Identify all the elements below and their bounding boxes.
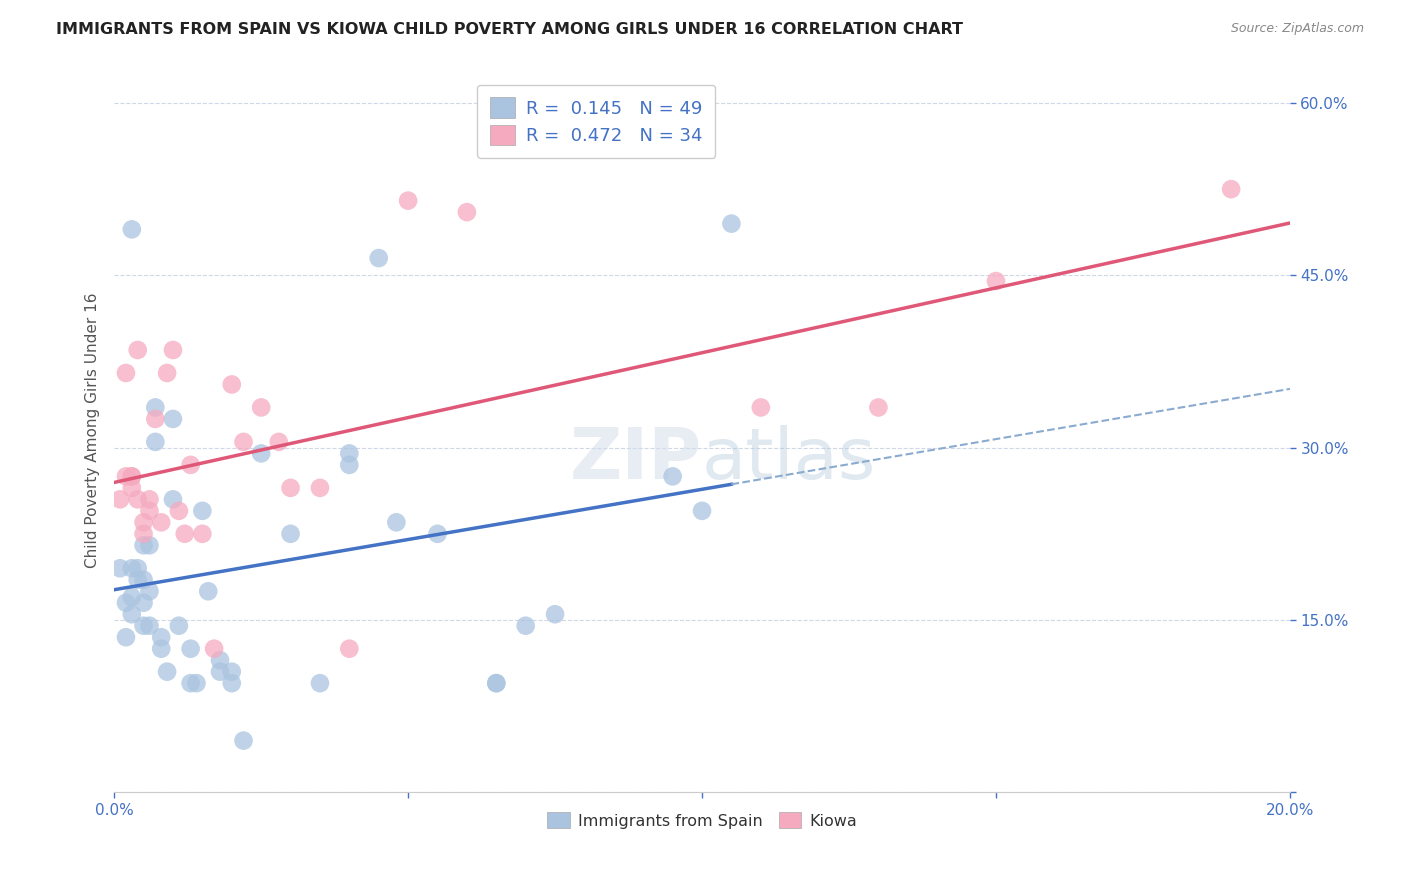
Point — [191, 504, 214, 518]
Point — [121, 590, 143, 604]
Point — [661, 469, 683, 483]
Point — [162, 492, 184, 507]
Point — [127, 573, 149, 587]
Point — [156, 366, 179, 380]
Point — [309, 481, 332, 495]
Point — [167, 504, 190, 518]
Point — [456, 205, 478, 219]
Text: ZIP: ZIP — [569, 425, 702, 494]
Point — [221, 676, 243, 690]
Point — [250, 446, 273, 460]
Point — [280, 481, 302, 495]
Point — [396, 194, 419, 208]
Point — [150, 516, 173, 530]
Point — [191, 526, 214, 541]
Point — [1220, 182, 1243, 196]
Point — [208, 665, 231, 679]
Point — [984, 274, 1007, 288]
Text: IMMIGRANTS FROM SPAIN VS KIOWA CHILD POVERTY AMONG GIRLS UNDER 16 CORRELATION CH: IMMIGRANTS FROM SPAIN VS KIOWA CHILD POV… — [56, 22, 963, 37]
Point — [115, 366, 138, 380]
Point — [280, 526, 302, 541]
Point — [162, 412, 184, 426]
Point — [544, 607, 567, 622]
Point — [138, 504, 160, 518]
Point — [127, 343, 149, 357]
Point — [108, 561, 131, 575]
Point — [337, 458, 360, 472]
Point — [385, 516, 408, 530]
Point — [115, 469, 138, 483]
Point — [132, 538, 155, 552]
Point — [720, 217, 742, 231]
Point — [309, 676, 332, 690]
Point — [132, 573, 155, 587]
Point — [485, 676, 508, 690]
Point — [121, 481, 143, 495]
Legend: Immigrants from Spain, Kiowa: Immigrants from Spain, Kiowa — [541, 805, 863, 835]
Point — [143, 412, 166, 426]
Point — [156, 665, 179, 679]
Point — [150, 641, 173, 656]
Point — [180, 676, 202, 690]
Point — [337, 446, 360, 460]
Point — [232, 434, 254, 449]
Point — [138, 492, 160, 507]
Point — [108, 492, 131, 507]
Point — [150, 630, 173, 644]
Point — [121, 561, 143, 575]
Point — [250, 401, 273, 415]
Point — [143, 401, 166, 415]
Point — [197, 584, 219, 599]
Text: Source: ZipAtlas.com: Source: ZipAtlas.com — [1230, 22, 1364, 36]
Point — [162, 343, 184, 357]
Point — [485, 676, 508, 690]
Point — [180, 458, 202, 472]
Point — [173, 526, 195, 541]
Point — [690, 504, 713, 518]
Point — [132, 596, 155, 610]
Point — [267, 434, 290, 449]
Point — [132, 526, 155, 541]
Point — [121, 469, 143, 483]
Point — [121, 607, 143, 622]
Point — [143, 434, 166, 449]
Point — [186, 676, 208, 690]
Point — [868, 401, 890, 415]
Point — [115, 630, 138, 644]
Point — [180, 641, 202, 656]
Point — [221, 377, 243, 392]
Point — [138, 584, 160, 599]
Point — [138, 618, 160, 632]
Text: atlas: atlas — [702, 425, 876, 494]
Point — [127, 492, 149, 507]
Point — [426, 526, 449, 541]
Point — [121, 469, 143, 483]
Point — [202, 641, 225, 656]
Point — [132, 618, 155, 632]
Point — [115, 596, 138, 610]
Y-axis label: Child Poverty Among Girls Under 16: Child Poverty Among Girls Under 16 — [86, 293, 100, 568]
Point — [132, 516, 155, 530]
Point — [167, 618, 190, 632]
Point — [208, 653, 231, 667]
Point — [121, 222, 143, 236]
Point — [749, 401, 772, 415]
Point — [337, 641, 360, 656]
Point — [138, 538, 160, 552]
Point — [515, 618, 537, 632]
Point — [367, 251, 389, 265]
Point — [232, 733, 254, 747]
Point — [127, 561, 149, 575]
Point — [221, 665, 243, 679]
